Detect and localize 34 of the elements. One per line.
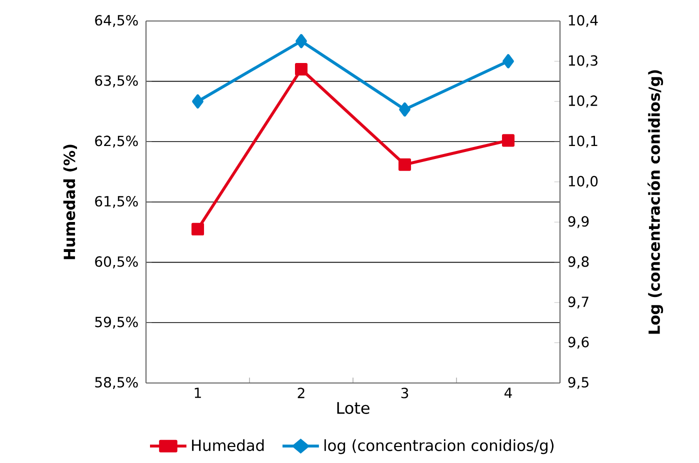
point — [192, 94, 204, 109]
y2-tick-label: 10,2 — [568, 95, 598, 108]
y2-tick-label: 9,7 — [568, 296, 588, 309]
point — [294, 62, 308, 76]
point — [191, 222, 204, 236]
y2-tick-label: 9,6 — [568, 336, 589, 349]
y2-tick-label: 9,8 — [568, 256, 589, 268]
legend-label: log (concentracion conidios/g) — [324, 439, 554, 454]
y2-tick-label: 9,5 — [568, 376, 588, 389]
x-tick-label: 4 — [504, 388, 512, 398]
point — [296, 34, 307, 48]
y2-tick-label: 9,9 — [568, 216, 589, 228]
x-tick-label: 3 — [401, 388, 408, 398]
point — [398, 158, 412, 171]
x-axis-title: Lote — [337, 402, 370, 414]
y-tick-label: 60,5% — [95, 256, 138, 268]
y2-tick-label: 10,3 — [568, 55, 598, 68]
y-tick-label: 62,5% — [95, 136, 138, 148]
y2-tick-label: 10,4 — [568, 14, 598, 28]
y-axis-title: Humedad (%) — [63, 144, 78, 260]
y-tick-label: 58,5% — [95, 376, 138, 389]
point — [502, 54, 514, 68]
y2-tick-label: 10,0 — [568, 176, 598, 188]
y-tick-label: 64,5% — [95, 14, 138, 28]
point — [399, 102, 410, 117]
point — [502, 134, 515, 147]
x-tick-label: 2 — [298, 388, 304, 398]
y-tick-label: 61,5% — [95, 196, 138, 208]
x-tick-label: 1 — [194, 388, 201, 398]
y2-tick-label: 10,1 — [568, 136, 598, 148]
y2-axis-title: Log (concentración conidios/g) — [648, 70, 664, 334]
legend-label: Humedad — [192, 439, 264, 452]
y-tick-label: 59,5% — [95, 316, 138, 329]
y-tick-label: 63,5% — [95, 75, 138, 88]
